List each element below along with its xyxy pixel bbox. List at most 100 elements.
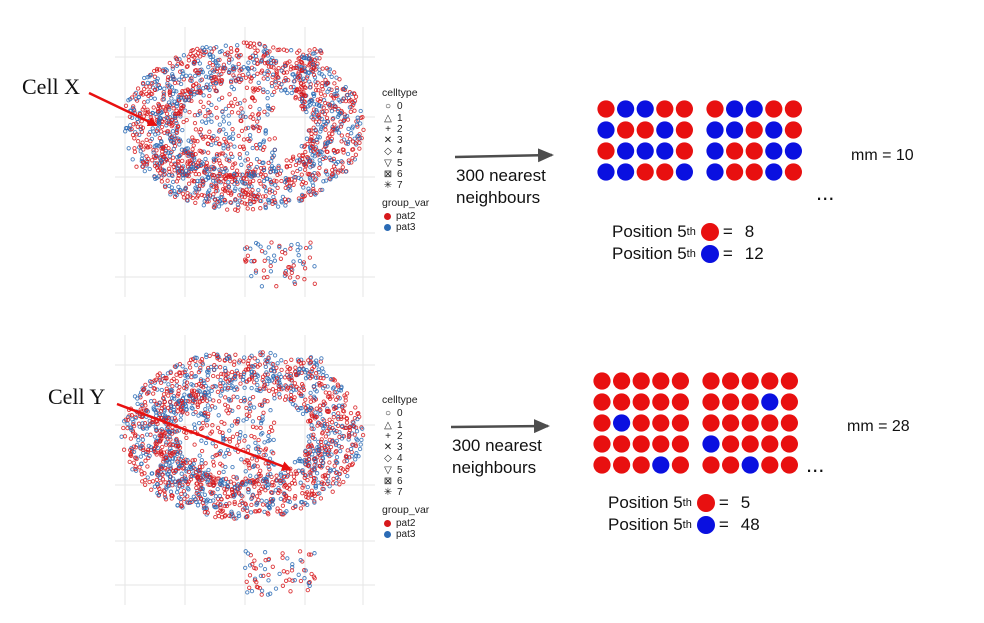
neighbour-red-dot [780,393,798,411]
legend-celltype-0: ○ 0 [382,101,429,112]
legend-celltype-5: ▽ 5 [382,158,429,169]
position-red-value: 5 [740,493,751,512]
neighbour-red-dot [671,372,689,390]
neighbour-red-dot [761,456,779,474]
neighbour-red-dot [745,142,763,160]
neighbour-blue-dot [652,456,670,474]
neighbour-blue-dot [726,121,744,139]
asterisk-icon: ✳ [383,487,393,499]
position-blue-value: 48 [740,515,760,534]
red-dot-icon [696,494,715,512]
triangle-down-icon: ▽ [384,157,392,169]
tsne-plot [115,27,375,297]
cross-icon: ✕ [383,442,393,454]
neighbour-blue-dot [613,414,631,432]
position-red-value: 8 [744,222,755,241]
neighbour-red-dot [741,393,759,411]
neighbour-red-dot [652,393,670,411]
neighbour-red-dot [671,393,689,411]
legend-celltype-list: ○ 0 △ 1 +2 ✕ 3 ◇ 4 ▽ 5 ⊠ 6 ✳ 7 [382,101,429,191]
neighbour-red-dot [617,121,635,139]
neighbour-blue-dot [636,142,654,160]
mm-value: mm = 10 [851,147,914,164]
neighbour-red-dot [702,456,720,474]
neighbour-red-dot [632,372,650,390]
triangle-icon: △ [384,419,392,431]
neighbour-red-dot [613,456,631,474]
neighbour-blue-dot [745,100,763,118]
neighbour-red-dot [656,163,674,181]
neighbour-red-dot [593,414,611,432]
neighbour-blue-dot [765,163,783,181]
neighbour-grid-right [706,100,802,181]
neighbours-label: 300 nearest neighbours [452,436,542,477]
neighbour-red-dot [722,456,740,474]
neighbour-blue-dot [656,142,674,160]
legend-celltype-2: +2 [382,124,429,135]
neighbour-blue-dot [761,393,779,411]
neighbour-red-dot [613,372,631,390]
neighbour-red-dot [722,372,740,390]
arrows [88,91,554,163]
circle-icon: ○ [384,408,392,420]
plus-icon: + [385,123,391,135]
neighbours-arrow [454,148,554,163]
legend-celltype-list: ○ 0 △ 1 +2 ✕ 3 ◇ 4 ▽ 5 ⊠ 6 ✳ 7 [382,408,429,498]
pat3-dot-icon [384,224,391,232]
legend-celltype-4: ◇ 4 [382,146,429,157]
legend-celltype-6: ⊠ 6 [383,169,403,181]
neighbour-blue-dot [706,142,724,160]
neighbour-red-dot [784,121,802,139]
neighbour-red-dot [656,100,674,118]
neighbour-red-dot [780,456,798,474]
circle-icon: ○ [384,101,392,113]
neighbour-red-dot [593,456,611,474]
cell-pointer-arrow [116,402,292,471]
cell-pointer-arrow [88,91,158,127]
neighbour-red-dot [741,414,759,432]
neighbour-red-dot [784,163,802,181]
tsne-plot [115,335,375,605]
neighbour-red-dot [726,163,744,181]
neighbour-red-dot [632,456,650,474]
legend: celltype ○ 0 △ 1 +2 ✕ 3 ◇ 4 ▽ 5 ⊠ 6 ✳ 7 group_var pat2… [382,87,429,234]
neighbour-red-dot [780,414,798,432]
triangle-down-icon: ▽ [384,464,392,476]
neighbour-red-dot [613,393,631,411]
neighbour-red-dot [632,393,650,411]
neighbour-red-dot [761,435,779,453]
plus-icon: + [385,430,391,442]
neighbour-red-dot [593,393,611,411]
diamond-icon: ◇ [384,146,392,158]
neighbour-blue-dot [617,100,635,118]
legend-celltype-1: △ 1 [382,420,429,431]
ellipsis: ... [816,180,835,205]
neighbour-grid-left [593,372,689,474]
legend: celltype ○ 0 △ 1 +2 ✕ 3 ◇ 4 ▽ 5 ⊠ 6 ✳ 7 group_var pat2… [382,394,429,541]
neighbour-red-dot [636,121,654,139]
neighbour-blue-dot [702,435,720,453]
neighbour-blue-dot [726,100,744,118]
legend-celltype-title: celltype [382,87,418,99]
neighbour-red-dot [722,435,740,453]
legend-group-pat3: pat3 [382,222,429,233]
legend-celltype-4: ◇ 4 [382,453,429,464]
neighbour-red-dot [675,142,693,160]
neighbour-red-dot [726,142,744,160]
legend-celltype-6: ⊠ 6 [383,476,403,488]
neighbour-red-dot [671,414,689,432]
legend-celltype-3: ✕ 3 [383,442,403,454]
neighbour-red-dot [722,414,740,432]
neighbour-red-dot [671,435,689,453]
neighbour-blue-dot [765,121,783,139]
neighbour-red-dot [652,435,670,453]
mm-value: mm = 28 [847,418,910,435]
neighbour-red-dot [597,100,615,118]
neighbour-red-dot [632,435,650,453]
neighbour-blue-dot [656,121,674,139]
neighbour-red-dot [675,100,693,118]
pat2-dot-icon [384,520,391,528]
neighbour-red-dot [675,121,693,139]
